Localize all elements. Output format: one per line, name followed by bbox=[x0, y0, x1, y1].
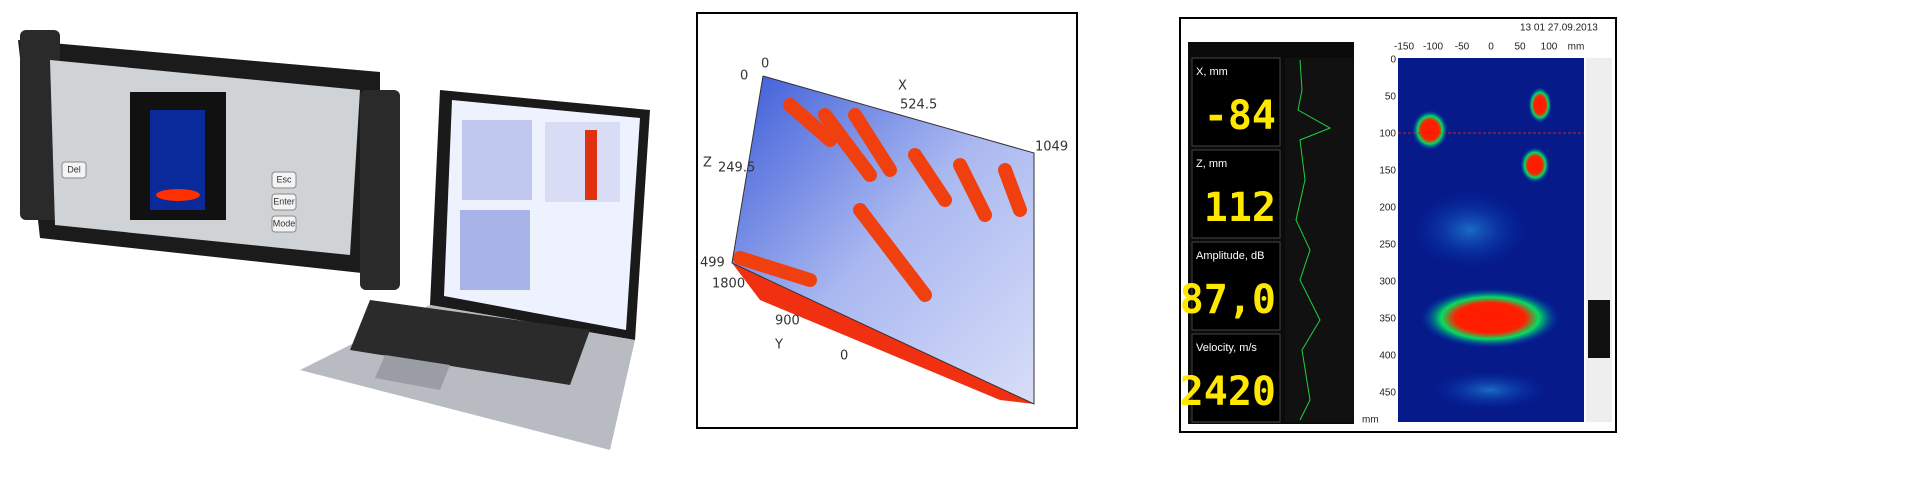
handle bbox=[360, 90, 400, 290]
timestamp: 13 01 27.09.2013 bbox=[1520, 23, 1598, 34]
plot-3d: 0 0 X 524.5 1049 Z 249.5 499 1800 900 Y … bbox=[696, 12, 1078, 429]
y-tick-label: 300 bbox=[1379, 277, 1396, 288]
axis-title: Y bbox=[774, 338, 783, 353]
readout-label: Velocity, m/s bbox=[1196, 342, 1257, 354]
x-unit: mm bbox=[1568, 42, 1585, 53]
key-label: Del bbox=[67, 164, 81, 174]
toolbar bbox=[1586, 58, 1612, 422]
readout-value: 112 bbox=[1204, 185, 1276, 231]
axis-label: 499 bbox=[700, 256, 725, 271]
reflector bbox=[1520, 147, 1550, 183]
readout-value: 2420 bbox=[1180, 369, 1276, 415]
readout-label: Z, mm bbox=[1196, 158, 1227, 170]
backwall bbox=[1420, 288, 1560, 348]
laptop-view-mark bbox=[585, 130, 597, 200]
instrument-blob bbox=[156, 189, 200, 201]
x-tick-label: 50 bbox=[1514, 42, 1526, 53]
axis-title: X bbox=[898, 79, 907, 94]
key bbox=[271, 193, 297, 211]
axis-label: 0 bbox=[761, 57, 769, 72]
x-tick-label: 100 bbox=[1541, 42, 1558, 53]
axis-label: 524.5 bbox=[900, 98, 937, 113]
key-label: Enter bbox=[273, 196, 295, 206]
reflector bbox=[1412, 110, 1448, 150]
y-tick-label: 250 bbox=[1379, 240, 1396, 251]
volume-edge bbox=[731, 75, 1035, 405]
readout-value: 87,0 bbox=[1180, 277, 1276, 323]
key-label: Esc bbox=[276, 174, 292, 184]
screen: 13 01 27.09.2013 X, mm -84 Z, mm 112 Amplitu… bbox=[1179, 17, 1617, 433]
y-tick-label: 50 bbox=[1385, 92, 1397, 103]
axis-title: Z bbox=[703, 156, 712, 171]
noise bbox=[1410, 190, 1530, 270]
axis-label: 1049 bbox=[1035, 140, 1068, 155]
y-tick-label: 100 bbox=[1379, 129, 1396, 140]
y-tick-label: 350 bbox=[1379, 314, 1396, 325]
readout-box bbox=[1191, 333, 1281, 423]
reflector bbox=[1528, 87, 1552, 123]
readout-box bbox=[1191, 149, 1281, 239]
waveform bbox=[1285, 58, 1353, 422]
handle bbox=[20, 30, 60, 220]
readout-label: Amplitude, dB bbox=[1196, 250, 1264, 262]
key bbox=[271, 171, 297, 189]
axis-label: 0 bbox=[740, 69, 748, 84]
device-photo: Del Esc Enter Mode bbox=[18, 30, 650, 450]
keyboard bbox=[350, 300, 590, 385]
readout-box bbox=[1191, 241, 1281, 331]
laptop-view bbox=[462, 120, 532, 200]
laptop-view bbox=[460, 210, 530, 290]
toolbar-button[interactable] bbox=[1588, 300, 1610, 358]
key bbox=[61, 161, 87, 179]
y-tick-label: 200 bbox=[1379, 203, 1396, 214]
axis-label: 900 bbox=[775, 314, 800, 329]
y-tick-label: 0 bbox=[1390, 55, 1396, 66]
y-tick-label: 400 bbox=[1379, 351, 1396, 362]
x-tick-label: 0 bbox=[1488, 42, 1494, 53]
axis-label: 0 bbox=[840, 349, 848, 364]
key-label: Mode bbox=[273, 218, 296, 228]
touchpad bbox=[375, 355, 450, 390]
readout-box bbox=[1191, 57, 1281, 147]
x-tick-label: -50 bbox=[1455, 42, 1470, 53]
axis-label: 249.5 bbox=[718, 161, 755, 176]
a-scan bbox=[1295, 59, 1332, 421]
defects bbox=[733, 98, 1027, 302]
axis-label: 1800 bbox=[712, 277, 745, 292]
readout-value: -84 bbox=[1204, 93, 1276, 139]
key bbox=[271, 215, 297, 233]
y-tick-label: 150 bbox=[1379, 166, 1396, 177]
readout-label: X, mm bbox=[1196, 66, 1228, 78]
y-unit: mm bbox=[1362, 415, 1379, 426]
y-tick-label: 450 bbox=[1379, 388, 1396, 399]
noise bbox=[1430, 370, 1550, 410]
laptop-view bbox=[545, 122, 620, 202]
x-tick-label: -150 bbox=[1394, 42, 1414, 53]
x-tick-label: -100 bbox=[1423, 42, 1443, 53]
